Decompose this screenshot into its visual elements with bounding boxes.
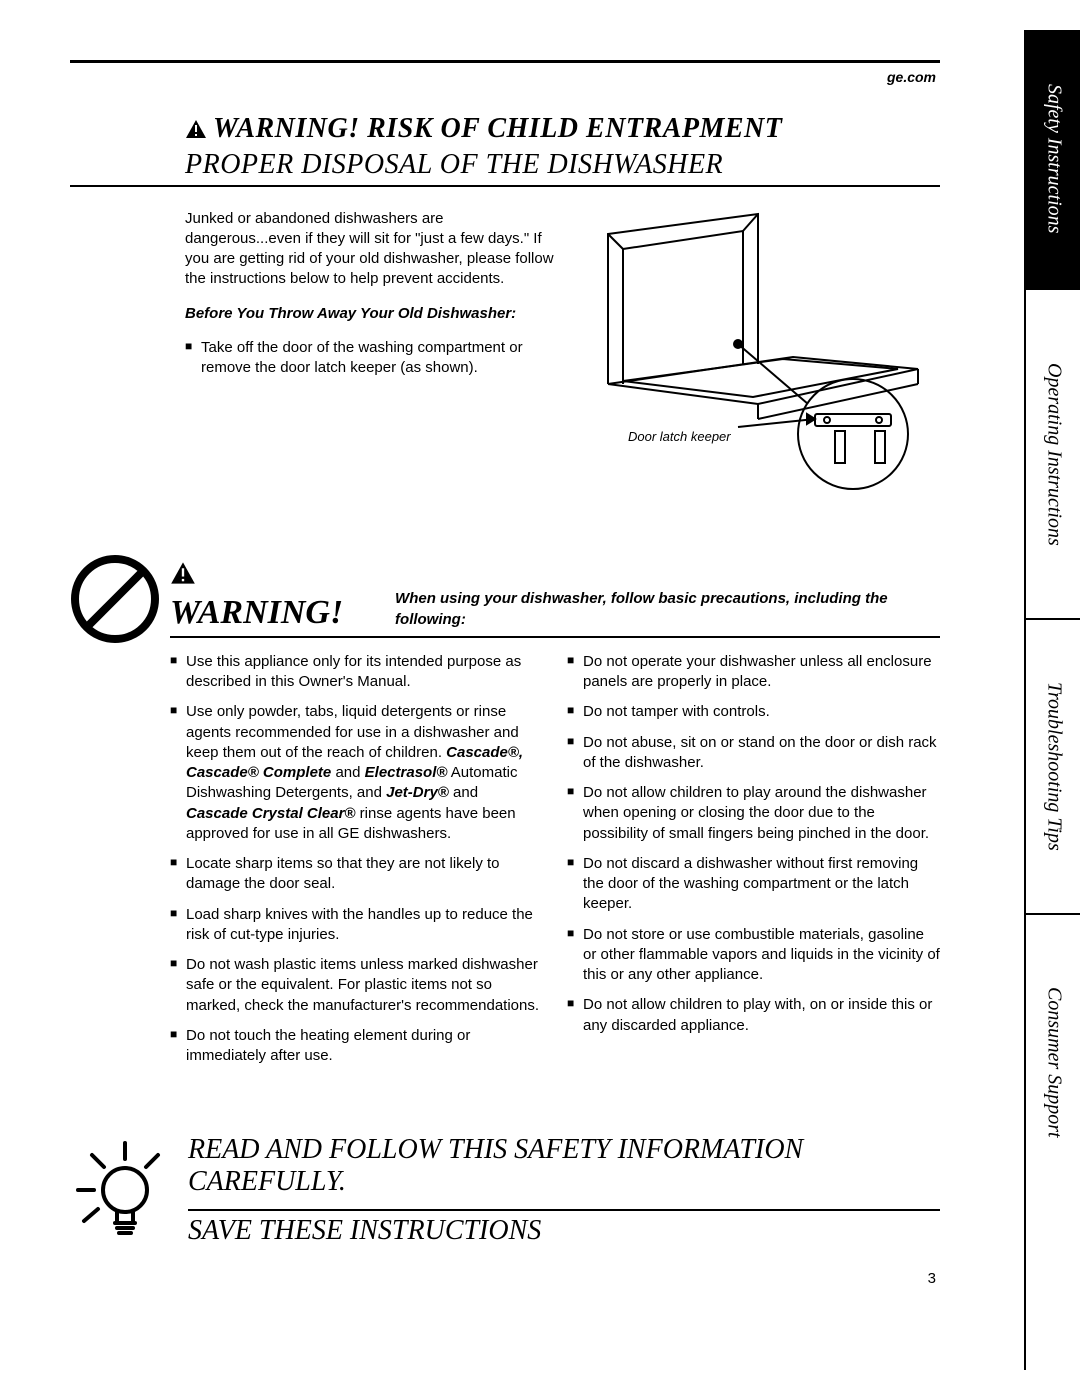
section2-columns: Use this appliance only for its intended… bbox=[170, 652, 940, 1077]
disposal-bullet-1: Take off the door of the washing compart… bbox=[185, 338, 555, 379]
disposal-body: Junked or abandoned dishwashers are dang… bbox=[70, 209, 940, 494]
warning-item: Do not discard a dishwasher without firs… bbox=[567, 854, 940, 915]
warning-item: Do not touch the heating element during … bbox=[170, 1026, 543, 1067]
warning-item: Do not allow children to play with, on o… bbox=[567, 995, 940, 1036]
warning-item: Do not tamper with controls. bbox=[567, 702, 940, 722]
section3: READ AND FOLLOW THIS SAFETY INFORMATION … bbox=[70, 1134, 940, 1246]
warning-item: Do not allow children to play around the… bbox=[567, 783, 940, 844]
section2: WARNING! When using your dishwasher, fol… bbox=[70, 554, 940, 1077]
warning-triangle-icon bbox=[170, 556, 196, 594]
before-heading: Before You Throw Away Your Old Dishwashe… bbox=[185, 304, 555, 324]
disposal-intro: Junked or abandoned dishwashers are dang… bbox=[185, 209, 555, 290]
warning-item: Use this appliance only for its intended… bbox=[170, 652, 543, 693]
warning-item: Locate sharp items so that they are not … bbox=[170, 854, 543, 895]
disposal-text-col: Junked or abandoned dishwashers are dang… bbox=[185, 209, 555, 494]
section2-heading: WARNING! When using your dishwasher, fol… bbox=[170, 554, 940, 638]
diagram-caption: Door latch keeper bbox=[628, 429, 731, 444]
heading-warning: WARNING! bbox=[170, 554, 367, 632]
disposal-bullets: Take off the door of the washing compart… bbox=[185, 338, 555, 379]
door-latch-diagram: Door latch keeper bbox=[583, 209, 928, 494]
heading-save-instructions: SAVE THESE INSTRUCTIONS bbox=[188, 1209, 940, 1247]
warning-item: Load sharp knives with the handles up to… bbox=[170, 905, 543, 946]
tab-troubleshooting-tips[interactable]: Troubleshooting Tips bbox=[1026, 620, 1080, 915]
heading-entrapment: WARNING! RISK OF CHILD ENTRAPMENT bbox=[70, 113, 940, 147]
heading-warning-text: WARNING! bbox=[170, 594, 343, 631]
warning-triangle-icon bbox=[185, 115, 207, 147]
warning-col-right: Do not operate your dishwasher unless al… bbox=[567, 652, 940, 1077]
section1-heading: WARNING! RISK OF CHILD ENTRAPMENT PROPER… bbox=[70, 113, 940, 187]
prohibit-icon bbox=[70, 554, 170, 649]
tab-operating-instructions[interactable]: Operating Instructions bbox=[1026, 290, 1080, 620]
header-url: ge.com bbox=[70, 69, 940, 85]
warning-item: Do not wash plastic items unless marked … bbox=[170, 955, 543, 1016]
page-number: 3 bbox=[928, 1270, 936, 1287]
lightbulb-icon bbox=[70, 1135, 170, 1245]
heading-disposal: PROPER DISPOSAL OF THE DISHWASHER bbox=[70, 149, 940, 181]
warning-item: Use only powder, tabs, liquid detergents… bbox=[170, 702, 543, 844]
warning-col-left: Use this appliance only for its intended… bbox=[170, 652, 543, 1077]
warning-item: Do not store or use combustible material… bbox=[567, 925, 940, 986]
heading-read-carefully: READ AND FOLLOW THIS SAFETY INFORMATION … bbox=[188, 1134, 940, 1198]
top-rule bbox=[70, 60, 940, 63]
warning-item: Do not abuse, sit on or stand on the doo… bbox=[567, 733, 940, 774]
side-tabs: Safety Instructions Operating Instructio… bbox=[1024, 30, 1080, 1370]
heading-entrapment-text: WARNING! RISK OF CHILD ENTRAPMENT bbox=[213, 113, 782, 144]
section2-subtitle: When using your dishwasher, follow basic… bbox=[395, 589, 940, 632]
tab-consumer-support[interactable]: Consumer Support bbox=[1026, 915, 1080, 1210]
tab-safety-instructions[interactable]: Safety Instructions bbox=[1026, 30, 1080, 290]
warning-item: Do not operate your dishwasher unless al… bbox=[567, 652, 940, 693]
page-content: ge.com WARNING! RISK OF CHILD ENTRAPMENT… bbox=[70, 60, 940, 1247]
